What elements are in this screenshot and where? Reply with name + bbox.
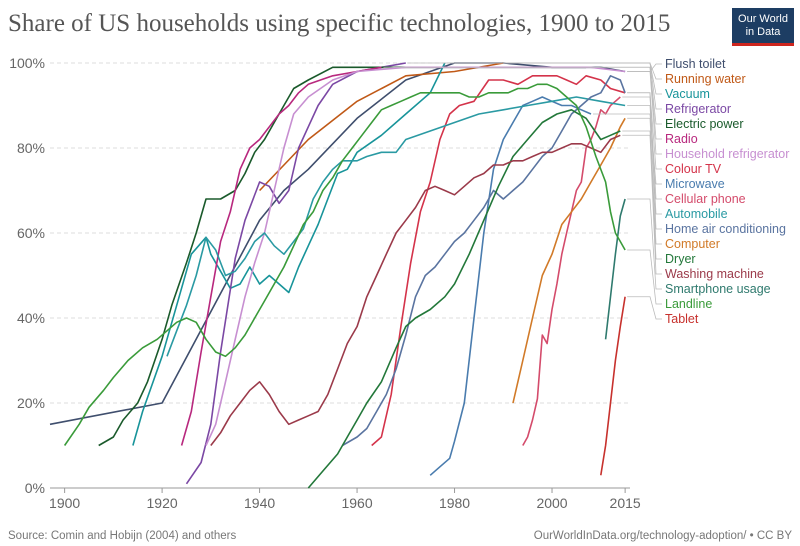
series-line-colour-tv — [371, 75, 626, 447]
series-line-landline — [63, 83, 626, 446]
series-line-running-water — [259, 62, 504, 192]
chart-title: Share of US households using specific te… — [8, 10, 671, 37]
x-axis: 1900 1920 1940 1960 1980 2000 2015 — [49, 488, 641, 511]
owid-logo[interactable]: Our World in Data — [732, 8, 794, 46]
y-tick-label: 20% — [17, 395, 45, 411]
legend-label-refrigerator: Refrigerator — [665, 102, 731, 116]
y-tick-label: 60% — [17, 225, 45, 241]
legend-label-microwave: Microwave — [665, 177, 725, 191]
x-tick-label: 1980 — [439, 495, 470, 511]
legend-connector — [627, 92, 662, 230]
legend-connector — [383, 66, 662, 140]
series-line-tablet — [600, 296, 626, 476]
legend-label-vacuum: Vacuum — [665, 87, 710, 101]
legend-label-automobile: Automobile — [665, 207, 728, 221]
legend-label-home-air-conditioning: Home air conditioning — [665, 222, 786, 236]
series-line-cellular-phone — [522, 96, 621, 446]
legend-label-landline: Landline — [665, 297, 712, 311]
legend-label-colour-tv: Colour TV — [665, 162, 722, 176]
legend-connector — [627, 249, 662, 305]
legend-connector — [627, 296, 662, 320]
legend-connector — [622, 134, 662, 275]
legend-connector — [627, 71, 662, 155]
x-tick-label: 1960 — [341, 495, 372, 511]
legend-label-household-refrigerator: Household refrigerator — [665, 147, 789, 161]
x-tick-label: 2000 — [536, 495, 567, 511]
series-line-radio — [180, 66, 382, 446]
legend-label-smartphone-usage: Smartphone usage — [665, 282, 771, 296]
credit-link[interactable]: OurWorldInData.org/technology-adoption/ … — [533, 530, 792, 542]
legend-connector — [627, 105, 662, 215]
y-tick-label: 100% — [9, 55, 45, 71]
series-line-home-air-conditioning — [341, 75, 626, 447]
logo-line-1: Our World — [738, 13, 788, 25]
series-line-refrigerator — [185, 62, 406, 485]
legend-label-electric-power: Electric power — [665, 117, 744, 131]
y-tick-label: 40% — [17, 310, 45, 326]
series-line-vacuum — [132, 62, 446, 446]
legend-connector — [407, 62, 662, 110]
legend-connector — [627, 63, 662, 72]
logo-line-2: in Data — [745, 26, 781, 38]
legend-label-computer: Computer — [665, 237, 720, 251]
series-line-microwave — [429, 96, 592, 476]
series-line-washing-machine — [210, 134, 621, 446]
series-line-dryer — [307, 109, 621, 489]
y-tick-label: 0% — [25, 480, 45, 496]
legend-label-running-water: Running water — [665, 72, 746, 86]
x-tick-label: 1940 — [244, 495, 275, 511]
legend-label-washing-machine: Washing machine — [665, 267, 764, 281]
series-lines — [49, 62, 626, 489]
x-tick-label: 2015 — [610, 495, 641, 511]
y-tick-label: 80% — [17, 140, 45, 156]
series-line-automobile — [166, 96, 626, 357]
legend-connector — [627, 117, 662, 245]
series-line-smartphone-usage — [604, 198, 626, 340]
legend-label-dryer: Dryer — [665, 252, 696, 266]
legend-label-radio: Radio — [665, 132, 698, 146]
source-note: Source: Comin and Hobijn (2004) and othe… — [8, 530, 237, 542]
x-tick-label: 1920 — [147, 495, 178, 511]
x-tick-label: 1900 — [49, 495, 80, 511]
legend-connector — [627, 198, 662, 290]
legend-label-tablet: Tablet — [665, 312, 699, 326]
legend-label-cellular-phone: Cellular phone — [665, 192, 746, 206]
legend-connector — [622, 96, 662, 200]
y-axis: 0% 20% 40% 60% 80% 100% — [9, 55, 45, 496]
legend-label-flush-toilet: Flush toilet — [665, 57, 726, 71]
legend-connector — [622, 130, 662, 260]
series-line-computer — [512, 117, 626, 404]
